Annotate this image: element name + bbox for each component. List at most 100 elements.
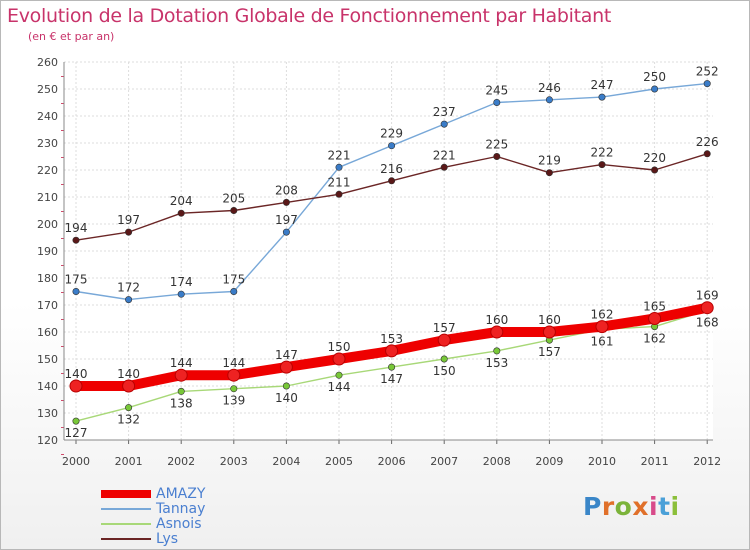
x-tick-label: 2007	[430, 455, 458, 468]
y-tick-label: 160	[37, 326, 58, 339]
data-label-lys: 222	[591, 146, 614, 160]
point-tannay	[651, 85, 659, 93]
y-tick-label: 260	[37, 56, 58, 69]
point-asnois	[440, 355, 448, 363]
data-label-asnois: 150	[433, 364, 456, 378]
data-label-asnois: 138	[170, 396, 193, 410]
data-label-asnois: 132	[117, 413, 140, 427]
legend-swatch-tannay	[101, 508, 151, 510]
data-label-amazy: 160	[485, 313, 508, 327]
data-label-asnois: 144	[328, 380, 351, 394]
data-label-lys: 194	[65, 221, 88, 235]
data-label-amazy: 165	[643, 300, 666, 314]
point-amazy	[700, 301, 714, 315]
y-tick-label: 230	[37, 137, 58, 150]
data-label-tannay: 172	[117, 281, 140, 295]
point-asnois	[282, 382, 290, 390]
point-tannay	[72, 287, 80, 295]
data-label-tannay: 175	[65, 273, 88, 287]
legend-swatch-asnois	[101, 523, 151, 525]
logo-letter: P	[583, 492, 602, 521]
point-asnois	[230, 385, 238, 393]
y-tick-label: 150	[37, 353, 58, 366]
data-label-asnois: 168	[696, 315, 719, 329]
data-label-tannay: 237	[433, 105, 456, 119]
point-lys	[388, 177, 396, 185]
x-tick-label: 2012	[693, 455, 721, 468]
legend-swatch-lys	[101, 538, 151, 540]
data-label-asnois: 161	[591, 334, 614, 348]
data-label-lys: 211	[328, 175, 351, 189]
data-label-asnois: 140	[275, 391, 298, 405]
y-tick-label: 180	[37, 272, 58, 285]
data-labels: 175 172 174 175 197 221 229 237 245 246 247 250 252 1…	[65, 65, 719, 441]
data-label-tannay: 250	[643, 70, 666, 84]
legend-label-amazy: AMAZY	[156, 486, 206, 502]
data-label-tannay: 245	[485, 84, 508, 98]
point-tannay	[545, 96, 553, 104]
data-label-lys: 216	[380, 162, 403, 176]
y-tick-label: 120	[37, 434, 58, 447]
y-tick-label: 200	[37, 218, 58, 231]
point-asnois	[335, 371, 343, 379]
data-label-asnois: 162	[643, 332, 666, 346]
legend-label-lys: Lys	[156, 531, 179, 547]
point-amazy	[490, 325, 504, 339]
point-amazy	[174, 368, 188, 382]
chart-subtitle: (en € et par an)	[28, 30, 115, 43]
data-label-tannay: 197	[275, 213, 298, 227]
point-lys	[493, 153, 501, 161]
point-tannay	[125, 296, 133, 304]
axes: 120 130 140 150 160 170 180 190 200 210 220 230 240 2…	[37, 56, 721, 468]
logo-letter: x	[632, 492, 649, 521]
logo-letter: r	[601, 492, 615, 521]
data-label-asnois: 153	[485, 356, 508, 370]
data-label-tannay: 229	[380, 127, 403, 141]
point-tannay	[703, 80, 711, 88]
data-label-lys: 219	[538, 154, 561, 168]
data-label-asnois: 127	[65, 426, 88, 440]
series-lines	[69, 80, 714, 425]
data-label-amazy: 140	[65, 367, 88, 381]
point-tannay	[335, 163, 343, 171]
point-lys	[282, 198, 290, 206]
proxiti-logo: Proxiti	[583, 492, 680, 521]
x-tick-label: 2003	[220, 455, 248, 468]
data-label-asnois: 157	[538, 345, 561, 359]
point-tannay	[388, 142, 396, 150]
logo-letter: i	[649, 492, 659, 521]
point-lys	[651, 166, 659, 174]
data-label-lys: 208	[275, 183, 298, 197]
data-label-tannay: 174	[170, 275, 193, 289]
y-tick-label: 190	[37, 245, 58, 258]
data-label-asnois: 139	[222, 394, 245, 408]
point-amazy	[542, 325, 556, 339]
x-tick-label: 2005	[325, 455, 353, 468]
data-label-tannay: 175	[222, 273, 245, 287]
legend-label-asnois: Asnois	[156, 516, 202, 532]
point-lys	[545, 169, 553, 177]
y-tick-label: 170	[37, 299, 58, 312]
logo-letter: o	[614, 492, 633, 521]
x-tick-label: 2001	[115, 455, 143, 468]
point-asnois	[388, 363, 396, 371]
data-label-tannay: 252	[696, 65, 719, 79]
point-lys	[335, 190, 343, 198]
data-label-amazy: 147	[275, 348, 298, 362]
point-lys	[440, 163, 448, 171]
point-tannay	[598, 93, 606, 101]
point-amazy	[227, 368, 241, 382]
data-label-lys: 221	[433, 148, 456, 162]
point-tannay	[440, 120, 448, 128]
x-tick-label: 2010	[588, 455, 616, 468]
x-tick-label: 2004	[272, 455, 300, 468]
x-tick-label: 2000	[62, 455, 90, 468]
data-label-asnois: 147	[380, 372, 403, 386]
point-lys	[125, 228, 133, 236]
y-tick-label: 140	[37, 380, 58, 393]
data-label-amazy: 144	[222, 356, 245, 370]
logo-letter: i	[670, 492, 680, 521]
data-label-lys: 226	[696, 135, 719, 149]
point-lys	[177, 209, 185, 217]
